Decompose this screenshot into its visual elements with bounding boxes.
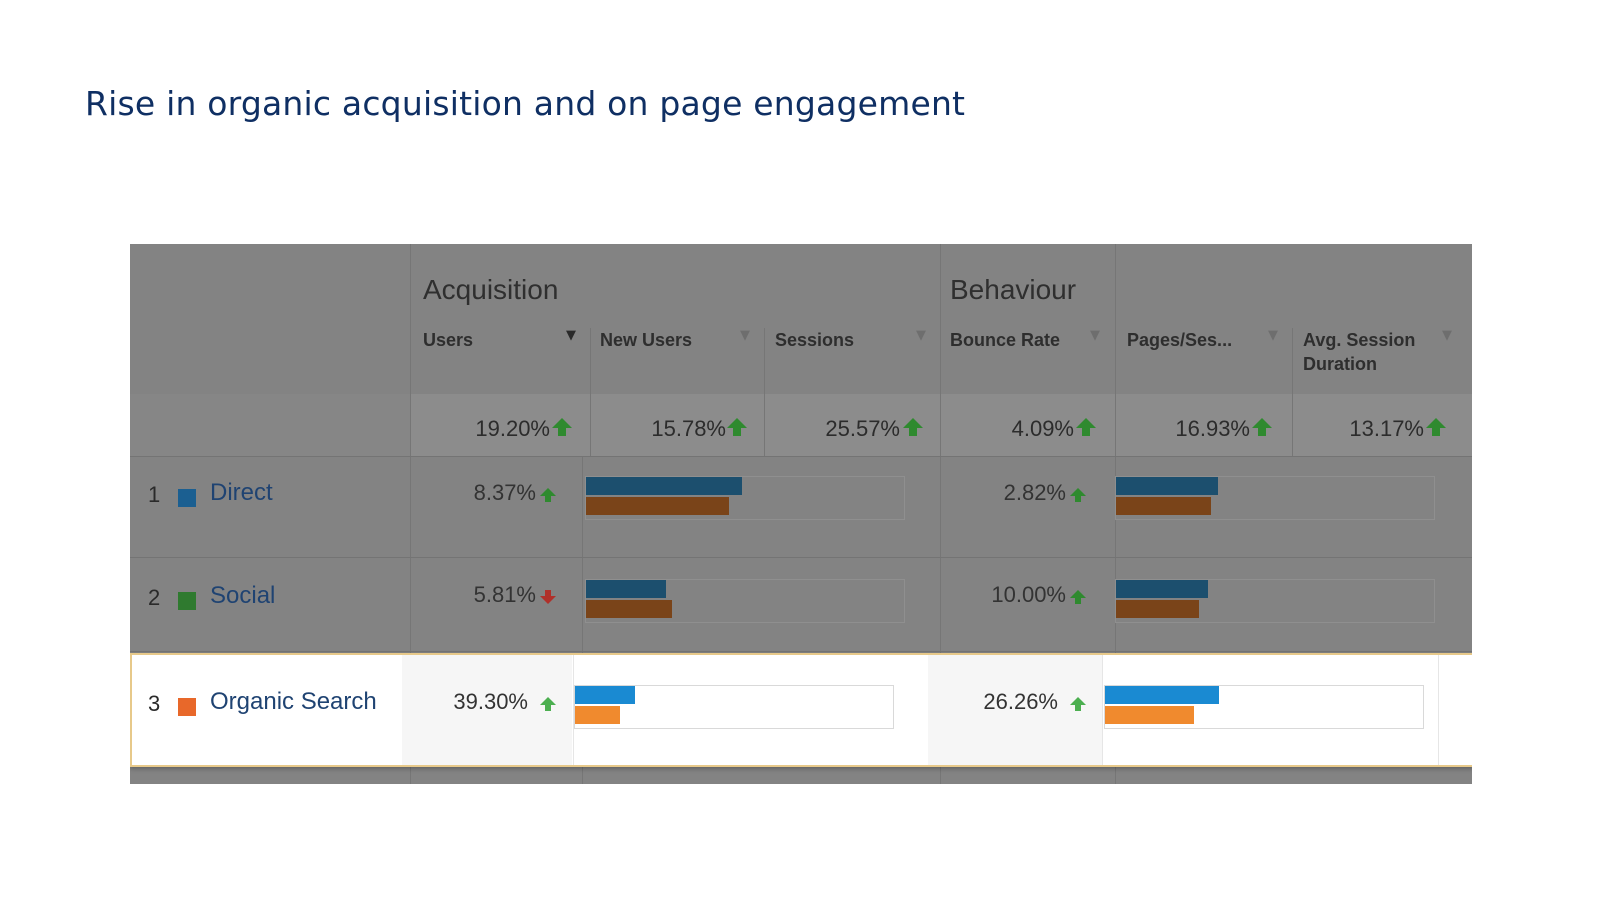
column-header-line: Avg. Session xyxy=(1303,330,1416,350)
total-avg-duration-change: 13.17% xyxy=(1349,416,1424,441)
arrow-up-icon xyxy=(1070,488,1086,502)
previous-period-bar xyxy=(1116,600,1199,618)
users-comparison-bar xyxy=(574,685,894,729)
arrow-up-icon xyxy=(540,488,556,502)
col-divider xyxy=(410,244,411,784)
column-header-users[interactable]: Users xyxy=(423,330,474,350)
channel-color-swatch xyxy=(178,698,196,716)
col-divider xyxy=(1438,655,1439,765)
row-divider xyxy=(130,651,1472,652)
col-divider xyxy=(940,244,941,784)
column-header-avg-session-duration[interactable]: Avg. Session Duration xyxy=(1303,328,1415,376)
channel-link-social[interactable]: Social xyxy=(210,582,276,609)
users-change-value: 8.37% xyxy=(473,480,536,505)
arrow-up-icon xyxy=(727,418,747,436)
users-comparison-bar xyxy=(585,476,905,520)
sort-desc-icon[interactable]: ▼ xyxy=(566,328,576,343)
sort-icon[interactable]: ▼ xyxy=(1442,328,1452,343)
users-cell xyxy=(402,655,572,765)
column-header-bounce-rate[interactable]: Bounce Rate xyxy=(950,330,1061,350)
previous-period-bar xyxy=(1116,497,1211,515)
bounce-change-value: 10.00% xyxy=(991,582,1066,607)
totals-row xyxy=(410,394,1472,456)
bounce-change-value: 2.82% xyxy=(1003,480,1066,505)
bounce-comparison-bar xyxy=(1104,685,1424,729)
current-period-bar xyxy=(1105,686,1219,704)
total-users-change: 19.20% xyxy=(475,416,550,441)
users-change-value: 39.30% xyxy=(453,689,528,714)
previous-period-bar xyxy=(586,497,729,515)
row-number: 3 xyxy=(148,691,161,716)
col-divider xyxy=(573,655,574,765)
highlighted-row-organic-search[interactable]: 3 Organic Search 39.30% 26.26% xyxy=(130,653,1472,767)
bounce-comparison-bar xyxy=(1115,476,1435,520)
col-divider xyxy=(582,456,583,784)
current-period-bar xyxy=(586,580,666,598)
bounce-comparison-bar xyxy=(1115,579,1435,623)
arrow-down-icon xyxy=(540,590,556,604)
bounce-change-value: 26.26% xyxy=(983,689,1058,714)
current-period-bar xyxy=(586,477,742,495)
previous-period-bar xyxy=(586,600,672,618)
bounce-cell xyxy=(928,655,1102,765)
current-period-bar xyxy=(1116,580,1208,598)
channel-color-swatch xyxy=(178,489,196,507)
sort-icon[interactable]: ▼ xyxy=(916,328,926,343)
sort-icon[interactable]: ▼ xyxy=(1268,328,1278,343)
row-divider xyxy=(130,456,1472,457)
slide-title: Rise in organic acquisition and on page … xyxy=(85,84,966,123)
arrow-up-icon xyxy=(1252,418,1272,436)
current-period-bar xyxy=(575,686,635,704)
channel-link-direct[interactable]: Direct xyxy=(210,479,273,506)
arrow-up-icon xyxy=(552,418,572,436)
current-period-bar xyxy=(1116,477,1218,495)
total-bounce-rate-change: 4.09% xyxy=(1011,416,1074,441)
arrow-up-icon xyxy=(1076,418,1096,436)
row-number: 2 xyxy=(148,585,161,610)
arrow-up-icon xyxy=(540,697,556,711)
total-sessions-change: 25.57% xyxy=(825,416,900,441)
arrow-up-icon xyxy=(1070,697,1086,711)
row-number: 1 xyxy=(148,482,161,507)
sort-icon[interactable]: ▼ xyxy=(740,328,750,343)
sort-icon[interactable]: ▼ xyxy=(1090,328,1100,343)
channel-link-organic-search[interactable]: Organic Search xyxy=(210,688,377,715)
column-header-pages-session[interactable]: Pages/Ses... xyxy=(1127,330,1233,350)
total-pages-session-change: 16.93% xyxy=(1175,416,1250,441)
col-divider xyxy=(764,328,765,456)
total-new-users-change: 15.78% xyxy=(651,416,726,441)
analytics-table: Acquisition Behaviour Users ▼ New Users … xyxy=(130,244,1472,784)
previous-period-bar xyxy=(1105,706,1194,724)
channel-color-swatch xyxy=(178,592,196,610)
previous-period-bar xyxy=(575,706,620,724)
row-divider xyxy=(130,557,1472,558)
users-change-value: 5.81% xyxy=(473,582,536,607)
column-header-sessions[interactable]: Sessions xyxy=(775,330,855,350)
arrow-up-icon xyxy=(1426,418,1446,436)
col-divider xyxy=(590,328,591,456)
arrow-up-icon xyxy=(1070,590,1086,604)
col-divider xyxy=(1102,655,1103,765)
users-comparison-bar xyxy=(585,579,905,623)
column-header-new-users[interactable]: New Users xyxy=(600,330,693,350)
group-title-behaviour: Behaviour xyxy=(950,274,1077,305)
column-header-line: Duration xyxy=(1303,354,1377,374)
col-divider xyxy=(1292,328,1293,456)
group-title-acquisition: Acquisition xyxy=(423,274,559,305)
totals-row-label-cell xyxy=(130,394,410,456)
arrow-up-icon xyxy=(903,418,923,436)
